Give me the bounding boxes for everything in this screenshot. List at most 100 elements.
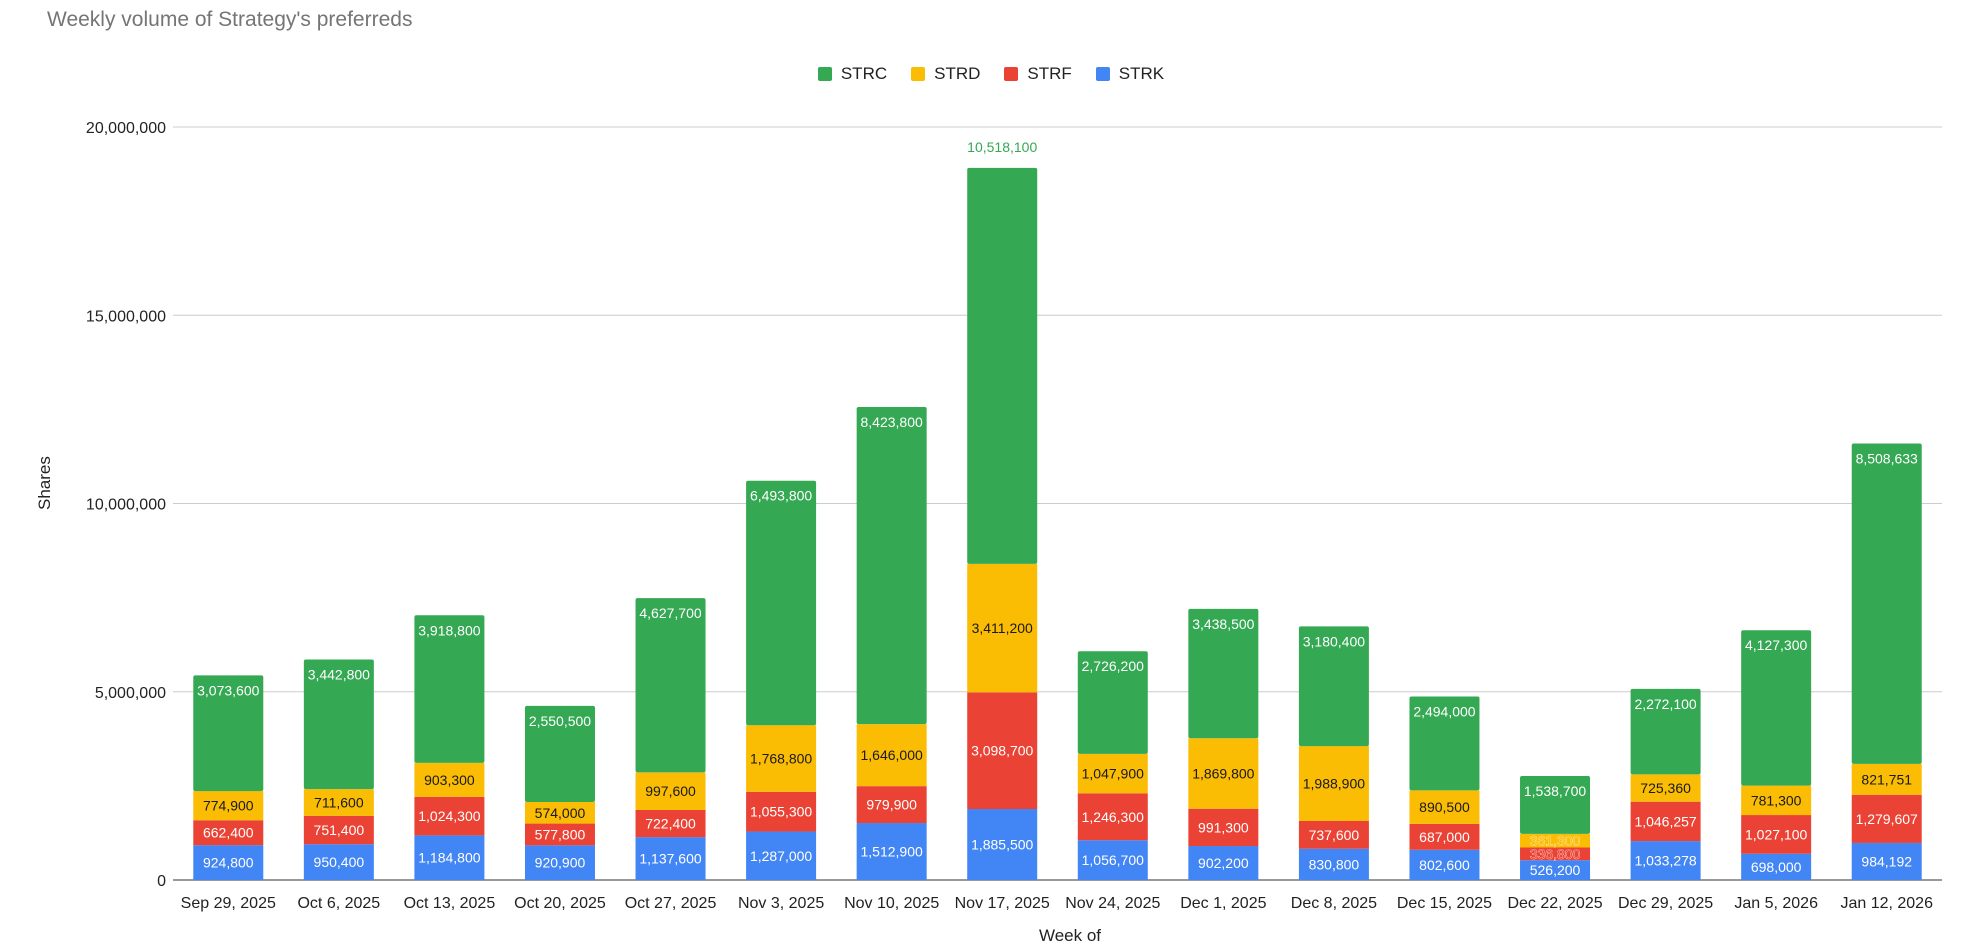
data-label-strf: 662,400 — [203, 825, 254, 841]
bar-strd[interactable] — [1409, 790, 1480, 824]
data-label-strc: 2,726,200 — [1082, 658, 1144, 674]
bar-strd[interactable] — [1630, 774, 1701, 802]
x-tick-label: Dec 1, 2025 — [1180, 895, 1266, 912]
y-tick-label: 20,000,000 — [86, 120, 166, 137]
bar-strk[interactable] — [1851, 842, 1922, 880]
bar-strd[interactable] — [303, 789, 374, 816]
bar-strf[interactable] — [1298, 820, 1369, 849]
bar-strd[interactable] — [1298, 746, 1369, 821]
data-label-strk: 924,800 — [203, 855, 254, 871]
legend-swatch — [1004, 67, 1019, 81]
bar-strk[interactable] — [193, 845, 264, 880]
bar-strd[interactable] — [1741, 785, 1812, 816]
bar-strk[interactable] — [635, 837, 706, 880]
bar-strc[interactable] — [303, 659, 374, 790]
bar-strf[interactable] — [524, 823, 595, 846]
bar-strk[interactable] — [1630, 841, 1701, 880]
bar-strf[interactable] — [967, 692, 1038, 810]
bar-strf[interactable] — [1077, 793, 1148, 841]
bar-strc[interactable] — [414, 615, 485, 763]
data-label-strf: 1,024,300 — [418, 808, 480, 824]
bar-strk[interactable] — [1298, 848, 1369, 880]
bar-strd[interactable] — [1520, 833, 1591, 848]
data-label-strk: 1,184,800 — [418, 850, 480, 866]
bar-strk[interactable] — [1188, 846, 1259, 880]
data-label-strd: 821,751 — [1861, 771, 1912, 787]
bar-strc[interactable] — [967, 167, 1038, 564]
bar-strc[interactable] — [1077, 651, 1148, 754]
data-label-strc: 2,494,000 — [1413, 703, 1475, 719]
bar-strd[interactable] — [856, 724, 927, 787]
bar-strd[interactable] — [524, 801, 595, 824]
bar-strk[interactable] — [1520, 860, 1591, 880]
bar-strc[interactable] — [635, 598, 706, 773]
bar-strd[interactable] — [1077, 753, 1148, 794]
data-label-strd: 711,600 — [314, 795, 364, 811]
bar-strc[interactable] — [1741, 630, 1812, 786]
bar-strk[interactable] — [967, 809, 1038, 880]
legend-item-strf[interactable]: STRF — [1004, 64, 1072, 84]
bar-strk[interactable] — [524, 845, 595, 880]
bar-strc[interactable] — [1298, 626, 1369, 747]
bar-strc[interactable] — [1630, 688, 1701, 775]
bar-strf[interactable] — [856, 786, 927, 824]
bar-strc[interactable] — [524, 705, 595, 802]
x-tick-label: Oct 20, 2025 — [514, 895, 606, 912]
bar-strf[interactable] — [1188, 808, 1259, 847]
legend: STRC STRD STRF STRK — [0, 64, 1982, 84]
bar-strf[interactable] — [635, 809, 706, 838]
bar-strd[interactable] — [1188, 738, 1259, 809]
bar-strf[interactable] — [746, 791, 817, 832]
bar-strf[interactable] — [1409, 823, 1480, 850]
bar-strd[interactable] — [193, 791, 264, 821]
bar-strc[interactable] — [746, 480, 817, 726]
bar-strc[interactable] — [1520, 775, 1591, 834]
data-label-strk: 1,885,500 — [971, 837, 1033, 853]
data-label-strk: 526,200 — [1530, 862, 1581, 878]
bar-strd[interactable] — [746, 725, 817, 792]
bar-strc[interactable] — [856, 407, 927, 725]
bar-strd[interactable] — [1851, 763, 1922, 795]
bar-strk[interactable] — [856, 823, 927, 880]
legend-swatch — [817, 67, 832, 81]
data-label-strf: 1,246,300 — [1082, 809, 1144, 825]
bar-strk[interactable] — [414, 835, 485, 880]
legend-item-strk[interactable]: STRK — [1095, 64, 1164, 84]
data-label-strc: 3,442,800 — [308, 667, 370, 683]
legend-item-strc[interactable]: STRC — [817, 64, 887, 84]
bar-strc[interactable] — [193, 675, 264, 792]
data-label-strc: 3,073,600 — [197, 682, 259, 698]
bar-strk[interactable] — [1741, 853, 1812, 880]
data-label-strf: 991,300 — [1198, 819, 1249, 835]
bar-strf[interactable] — [303, 815, 374, 845]
legend-item-strd[interactable]: STRD — [911, 64, 980, 84]
bar-strc[interactable] — [1188, 608, 1259, 739]
bar-strd[interactable] — [967, 563, 1038, 693]
bar-strk[interactable] — [1409, 849, 1480, 880]
bar-strf[interactable] — [1741, 815, 1812, 854]
bar-strf[interactable] — [193, 820, 264, 846]
data-label-strd: 1,047,900 — [1082, 766, 1144, 782]
bar-strc[interactable] — [1409, 696, 1480, 791]
x-tick-label: Dec 29, 2025 — [1618, 895, 1713, 912]
bar-strd[interactable] — [414, 762, 485, 797]
bar-strk[interactable] — [303, 844, 374, 880]
bar-strf[interactable] — [1851, 794, 1922, 843]
data-label-strk: 802,600 — [1419, 857, 1470, 873]
bar-strd[interactable] — [635, 772, 706, 810]
bar-strk[interactable] — [746, 831, 817, 880]
data-label-strc: 4,127,300 — [1745, 637, 1807, 653]
data-label-strd: 574,000 — [535, 805, 586, 821]
data-label-strd: 1,646,000 — [861, 747, 923, 763]
y-tick-label: 15,000,000 — [86, 308, 166, 325]
bar-strc[interactable] — [1851, 443, 1922, 764]
bar-strf[interactable] — [1520, 847, 1591, 861]
x-tick-label: Dec 15, 2025 — [1397, 895, 1492, 912]
y-tick-label: 5,000,000 — [95, 685, 166, 702]
data-label-strc: 8,423,800 — [861, 414, 923, 430]
data-label-strf: 1,027,100 — [1745, 826, 1807, 842]
bar-strf[interactable] — [414, 796, 485, 836]
bar-strk[interactable] — [1077, 840, 1148, 880]
bar-strf[interactable] — [1630, 801, 1701, 842]
y-axis-title: Shares — [35, 456, 54, 510]
